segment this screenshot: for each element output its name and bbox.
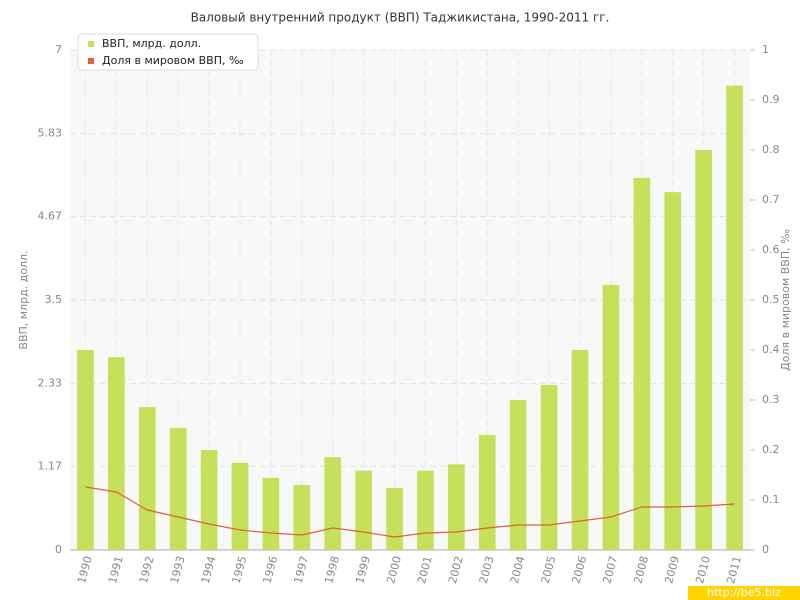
- bar: [540, 385, 558, 550]
- bar: [77, 350, 94, 550]
- bar: [108, 357, 125, 550]
- x-tick-label: 2004: [508, 555, 528, 585]
- y2-tick-label: 0.6: [762, 243, 780, 256]
- bar: [509, 400, 527, 550]
- bar: [138, 407, 156, 550]
- x-tick-label: 1991: [106, 555, 126, 585]
- x-tick-label: 1997: [291, 555, 311, 585]
- y-tick-label: 4.67: [38, 209, 63, 222]
- bar: [355, 470, 372, 550]
- x-tick-label: 2008: [631, 555, 651, 585]
- legend-label: Доля в мировом ВВП, ‰: [102, 54, 244, 67]
- x-tick-label: 2011: [724, 555, 744, 585]
- x-tick-label: 1993: [168, 555, 188, 585]
- x-tick-label: 2006: [570, 555, 590, 585]
- bar: [324, 457, 342, 550]
- y2-tick-label: 0.8: [762, 143, 780, 156]
- x-tick-label: 2003: [477, 555, 497, 585]
- y2-tick-label: 0: [762, 543, 769, 556]
- y-tick-label: 1.17: [38, 459, 63, 472]
- y2-tick-label: 0.7: [762, 193, 780, 206]
- x-tick-label: 1990: [75, 555, 95, 585]
- x-tick-label: 2010: [693, 555, 713, 585]
- legend-swatch: [88, 41, 94, 47]
- y-axis-title: ВВП, млрд. долл.: [17, 250, 30, 349]
- x-tick-label: 2007: [601, 555, 621, 585]
- bar: [695, 150, 712, 550]
- y-tick-label: 7: [55, 43, 62, 56]
- x-tick-label: 2005: [539, 555, 559, 585]
- bar: [571, 350, 589, 550]
- y-tick-label: 3.5: [45, 293, 63, 306]
- bar: [602, 285, 620, 550]
- x-tick-label: 1994: [199, 555, 219, 585]
- bar: [262, 477, 280, 550]
- bar: [726, 85, 743, 550]
- bar: [386, 487, 403, 550]
- x-tick-label: 2000: [384, 555, 404, 585]
- y2-axis-title: Доля в мировом ВВП, ‰: [779, 229, 792, 371]
- bar: [231, 462, 249, 550]
- watermark-bg: [688, 586, 800, 600]
- y2-tick-label: 0.9: [762, 93, 780, 106]
- y2-tick-label: 0.4: [762, 343, 780, 356]
- y2-tick-label: 0.5: [762, 293, 780, 306]
- y2-tick-label: 0.3: [762, 393, 780, 406]
- bar: [478, 435, 496, 550]
- x-tick-label: 1999: [353, 555, 373, 585]
- x-tick-label: 1992: [137, 555, 157, 585]
- y-tick-label: 5.83: [38, 127, 63, 140]
- x-tick-label: 1996: [261, 555, 281, 585]
- line: [85, 486, 735, 538]
- chart-title: Валовый внутренний продукт (ВВП) Таджики…: [191, 11, 610, 25]
- legend-label: ВВП, млрд. долл.: [102, 37, 201, 50]
- x-tick-label: 1995: [230, 555, 250, 585]
- bar: [169, 427, 187, 550]
- watermark: http://be5.biz: [707, 586, 781, 599]
- x-tick-label: 2002: [446, 555, 466, 585]
- bar: [293, 485, 311, 550]
- y-tick-label: 2.33: [38, 377, 63, 390]
- y2-tick-label: 1: [762, 43, 769, 56]
- legend-swatch: [88, 58, 94, 64]
- bar: [200, 450, 218, 550]
- x-tick-label: 2001: [415, 555, 435, 585]
- y-tick-label: 0: [55, 543, 62, 556]
- bar: [664, 192, 682, 550]
- y2-tick-label: 0.2: [762, 443, 780, 456]
- bar: [417, 470, 434, 550]
- bar: [633, 177, 651, 550]
- x-tick-label: 2009: [662, 555, 682, 585]
- legend-box: [77, 33, 259, 71]
- y2-tick-label: 0.1: [762, 493, 780, 506]
- x-tick-label: 1998: [322, 555, 342, 585]
- bar: [448, 464, 465, 550]
